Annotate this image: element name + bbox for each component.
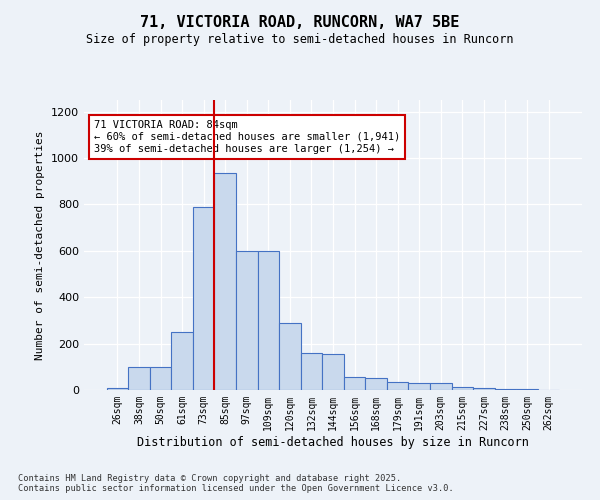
Bar (150, 367, 172, 390)
X-axis label: Distribution of semi-detached houses by size in Runcorn: Distribution of semi-detached houses by … (137, 436, 529, 448)
Bar (172, 332, 193, 390)
Text: 71, VICTORIA ROAD, RUNCORN, WA7 5BE: 71, VICTORIA ROAD, RUNCORN, WA7 5BE (140, 15, 460, 30)
Bar (128, 367, 150, 390)
Bar (214, 173, 236, 390)
Bar (344, 377, 365, 390)
Text: 71 VICTORIA ROAD: 84sqm
← 60% of semi-detached houses are smaller (1,941)
39% of: 71 VICTORIA ROAD: 84sqm ← 60% of semi-de… (94, 120, 400, 154)
Bar (193, 206, 214, 390)
Bar (365, 378, 387, 390)
Text: Contains public sector information licensed under the Open Government Licence v3: Contains public sector information licen… (18, 484, 454, 493)
Text: Contains HM Land Registry data © Crown copyright and database right 2025.: Contains HM Land Registry data © Crown c… (18, 474, 401, 483)
Bar (322, 354, 344, 390)
Bar (430, 383, 452, 390)
Bar (301, 353, 322, 390)
Bar (279, 322, 301, 390)
Bar (452, 387, 473, 390)
Bar (473, 388, 494, 390)
Bar (236, 251, 257, 390)
Text: Size of property relative to semi-detached houses in Runcorn: Size of property relative to semi-detach… (86, 34, 514, 46)
Bar (409, 383, 430, 390)
Bar (257, 251, 279, 390)
Y-axis label: Number of semi-detached properties: Number of semi-detached properties (35, 130, 46, 360)
Bar (107, 388, 128, 390)
Bar (494, 389, 516, 390)
Bar (387, 382, 409, 390)
